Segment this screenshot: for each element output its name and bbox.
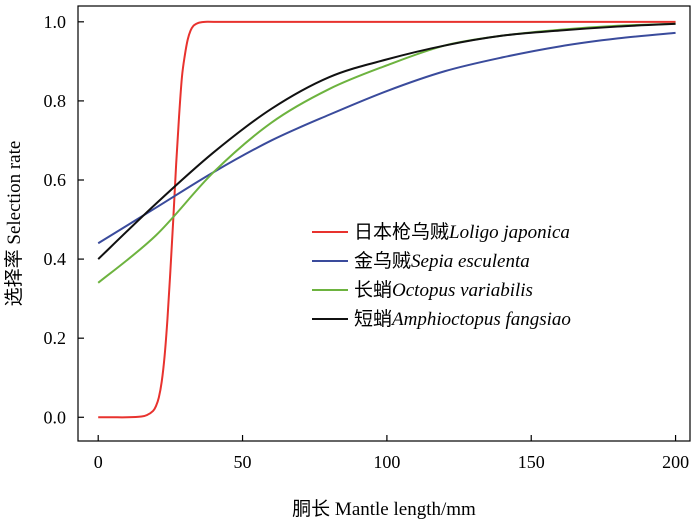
legend-label: 短蛸Amphioctopus fangsiao [354,308,571,330]
x-tick-label: 150 [518,452,545,472]
plot-frame [77,5,691,442]
series-layer [97,20,676,419]
x-tick-label: 0 [94,452,103,472]
series-line [97,22,676,284]
x-tick-label: 50 [234,452,252,472]
legend: 日本枪乌贼Loligo japonica 金乌贼Sepia esculenta 长蛸… [312,221,571,330]
legend-label: 日本枪乌贼Loligo japonica [354,221,570,243]
y-tick-label: 0.2 [44,328,67,348]
y-tick-label: 0.6 [44,170,67,190]
y-tick-label: 1.0 [44,12,67,32]
x-axis-title: 胴长 Mantle length/mm [292,498,476,520]
y-tick-label: 0.0 [44,407,67,427]
y-tick-label: 0.8 [44,91,67,111]
y-axis-title: 选择率 Selection rate [3,141,25,307]
x-tick-label: 100 [373,452,400,472]
series-line [97,31,676,245]
series-line [97,22,676,260]
axis-ticks: 0 50 100 150 200 0.0 0.2 0.4 0.6 0.8 1.0 [44,12,690,472]
x-tick-label: 200 [662,452,689,472]
legend-label: 金乌贼Sepia esculenta [354,250,530,272]
legend-label: 长蛸Octopus variabilis [354,279,533,301]
series-line [98,20,676,419]
y-tick-label: 0.4 [44,249,67,269]
